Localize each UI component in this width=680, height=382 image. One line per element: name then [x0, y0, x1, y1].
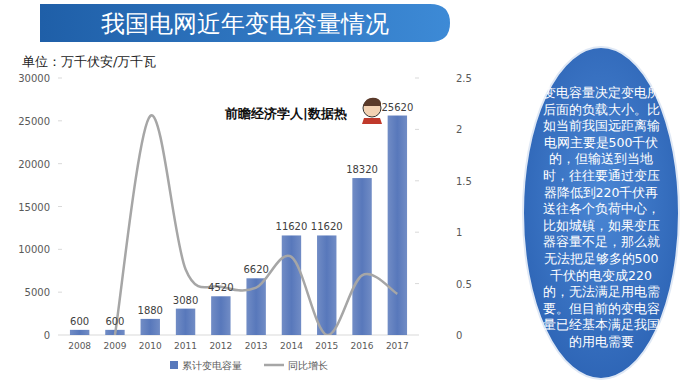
data-label: 11620	[311, 221, 343, 232]
note-line: 变电容量决定变电所	[543, 85, 660, 100]
data-label: 6620	[243, 264, 268, 275]
y-label: 单位：万千伏安/万千瓦	[22, 54, 156, 69]
note-line: 如当前我国远距离输	[543, 118, 660, 133]
x-tick-label: 2017	[386, 341, 409, 351]
chart: 我国电网近年变电容量情况单位：万千伏安/万千瓦05000100001500020…	[0, 0, 680, 382]
bar	[141, 319, 160, 335]
legend-swatch	[264, 364, 284, 367]
data-label: 600	[70, 316, 89, 327]
y-tick	[58, 78, 62, 79]
x-tick-label: 2014	[280, 341, 303, 351]
y-tick	[58, 120, 62, 121]
note-line: 送往各个负荷中心，	[543, 201, 660, 216]
y2-tick-label: 0	[456, 330, 462, 341]
legend-label: 累计变电容量	[182, 360, 242, 371]
data-labels: 600 600 1880 3080 4520 6620 1162011620 18320 256…	[70, 102, 413, 327]
legend-swatch	[170, 361, 178, 369]
y2-tick-label: 0.5	[456, 279, 472, 290]
note-line: 后面的负载大小。比	[543, 102, 660, 117]
note-line: 要。但目前的变电容	[543, 301, 660, 316]
bar	[211, 296, 230, 335]
y2-tick-label: 2.5	[456, 73, 472, 84]
note-line: 无法把足够多的500	[544, 251, 659, 266]
y-tick	[58, 206, 62, 207]
bar	[352, 178, 371, 335]
y2-tick-label: 1.5	[456, 176, 472, 187]
line	[115, 115, 397, 335]
y-tick-label: 15000	[18, 202, 50, 213]
y2-tick	[415, 129, 419, 130]
data-label: 600	[105, 316, 124, 327]
bar	[282, 235, 301, 335]
y2-tick	[415, 180, 419, 181]
note-line: 量已经基本满足我国	[543, 317, 660, 332]
note-line: 器降低到220千伏再	[544, 185, 659, 200]
x-tick-label: 2013	[245, 341, 268, 351]
note-line: 的用电需要	[569, 334, 634, 349]
note-line: 的，无法满足用电需	[543, 284, 660, 299]
x-tick-label: 2015	[315, 341, 338, 351]
note-line: 千伏的电变成220	[550, 268, 652, 283]
bar	[176, 309, 195, 335]
y-tick	[58, 163, 62, 164]
x-tick-label: 2010	[139, 341, 162, 351]
title-banner	[40, 4, 450, 42]
title: 我国电网近年变电容量情况	[101, 10, 389, 38]
legend-label: 同比增长	[288, 360, 328, 371]
data-label: 18320	[346, 164, 378, 175]
data-label: 11620	[276, 221, 308, 232]
x-tick-label: 2008	[68, 341, 91, 351]
y2-tick	[415, 283, 419, 284]
bar	[317, 235, 336, 335]
x-tick-label: 2011	[174, 341, 197, 351]
note-ellipse	[523, 47, 679, 379]
data-label: 1880	[138, 305, 163, 316]
y2-tick	[415, 335, 419, 336]
y-tick-label: 10000	[18, 244, 50, 255]
avatar-hair	[363, 98, 381, 106]
data-label: 25620	[381, 102, 413, 113]
note-line: 比如城镇，如果变压	[543, 218, 660, 233]
bar	[70, 330, 89, 335]
x-tick-label: 2009	[103, 341, 126, 351]
note-line: 时，往往要通过变压	[543, 168, 660, 183]
y-tick	[58, 249, 62, 250]
note-line: 电网主要是500千伏	[544, 135, 659, 150]
y-tick	[58, 292, 62, 293]
note-line: 器容量不足，那么就	[543, 234, 660, 249]
annotation: 前瞻经济学人|数据热	[224, 106, 347, 121]
y-tick-label: 0	[44, 330, 50, 341]
data-label: 3080	[173, 295, 198, 306]
y2-tick-label: 2	[456, 124, 462, 135]
bar	[388, 116, 407, 335]
y-tick-label: 25000	[18, 116, 50, 127]
y2-tick	[415, 232, 419, 233]
y-tick-label: 20000	[18, 159, 50, 170]
x-tick-label: 2016	[351, 341, 374, 351]
avatar-body	[362, 118, 382, 124]
data-label: 4520	[208, 282, 233, 293]
y-tick-label: 5000	[25, 287, 50, 298]
x-tick-label: 2012	[209, 341, 232, 351]
y-tick-label: 30000	[18, 73, 50, 84]
y2-tick-label: 1	[456, 227, 462, 238]
y2-tick	[415, 78, 419, 79]
y-tick	[58, 335, 62, 336]
note-line: 的，但输送到当地	[549, 151, 653, 166]
marks	[70, 115, 407, 335]
